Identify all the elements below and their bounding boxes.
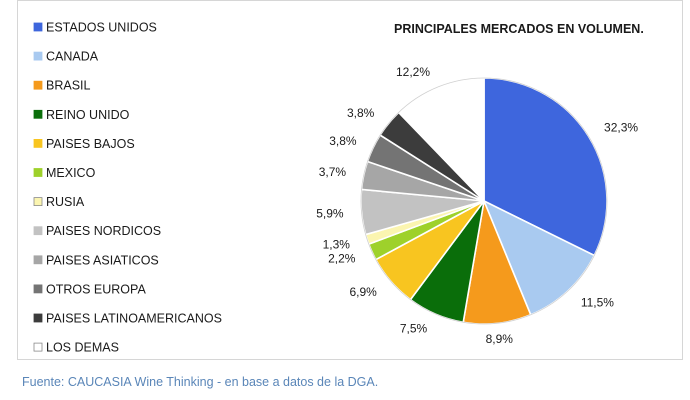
legend-swatch [33, 22, 43, 32]
legend-swatch [33, 197, 43, 207]
legend-label: ESTADOS UNIDOS [46, 21, 157, 35]
chart-frame: PRINCIPALES MERCADOS EN VOLUMEN. ESTADOS… [17, 0, 683, 360]
legend-label: REINO UNIDO [46, 108, 130, 122]
pie-labels: 32,3% 11,5% 8,9% 7,5% 6,9% 2,2%1,3% 5,9% 3,7% 3,… [316, 65, 638, 346]
legend-swatch [33, 109, 43, 119]
legend-label: BRASIL [46, 79, 91, 93]
legend: ESTADOS UNIDOS CANADA BRASIL REINO UNIDO PAI… [33, 21, 222, 355]
pie-chart: PRINCIPALES MERCADOS EN VOLUMEN. ESTADOS… [33, 21, 644, 355]
slice-value-label: 3,8% [329, 134, 357, 148]
slice-value-label: 12,2% [396, 65, 430, 79]
legend-label: MEXICO [46, 166, 96, 180]
legend-swatch [33, 226, 43, 236]
pie-slices [360, 77, 608, 325]
legend-label: PAISES ASIATICOS [46, 253, 159, 267]
legend-label: OTROS EUROPA [46, 282, 146, 296]
pie-outline [360, 77, 608, 325]
slice-value-label: 3,7% [319, 165, 347, 179]
slice-value-label: 5,9% [316, 207, 344, 221]
legend-swatch [33, 255, 43, 265]
legend-swatch [33, 342, 43, 352]
slice-value-label: 32,3% [604, 121, 638, 135]
slice-value-label: 6,9% [350, 285, 378, 299]
legend-swatch [33, 80, 43, 90]
slice-value-label: 1,3% [323, 237, 351, 251]
slice-value-label: 3,8% [347, 106, 375, 120]
legend-label: PAISES LATINOAMERICANOS [46, 312, 222, 326]
slice-value-label: 7,5% [400, 322, 428, 336]
legend-label: CANADA [46, 50, 99, 64]
slice-value-label: 8,9% [486, 332, 514, 346]
legend-swatch [33, 284, 43, 294]
slice-value-label: 2,2% [328, 252, 356, 266]
legend-label: PAISES BAJOS [46, 137, 135, 151]
chart-title: PRINCIPALES MERCADOS EN VOLUMEN. [394, 22, 644, 36]
legend-swatch [33, 313, 43, 323]
legend-label: RUSIA [46, 195, 85, 209]
slice-value-label: 11,5% [581, 296, 614, 310]
legend-label: LOS DEMAS [46, 341, 119, 355]
legend-swatch [33, 168, 43, 177]
legend-swatch [33, 138, 43, 148]
legend-swatch [33, 51, 43, 61]
source-note: Fuente: CAUCASIA Wine Thinking - en base… [22, 375, 379, 389]
legend-label: PAISES NORDICOS [46, 224, 161, 238]
